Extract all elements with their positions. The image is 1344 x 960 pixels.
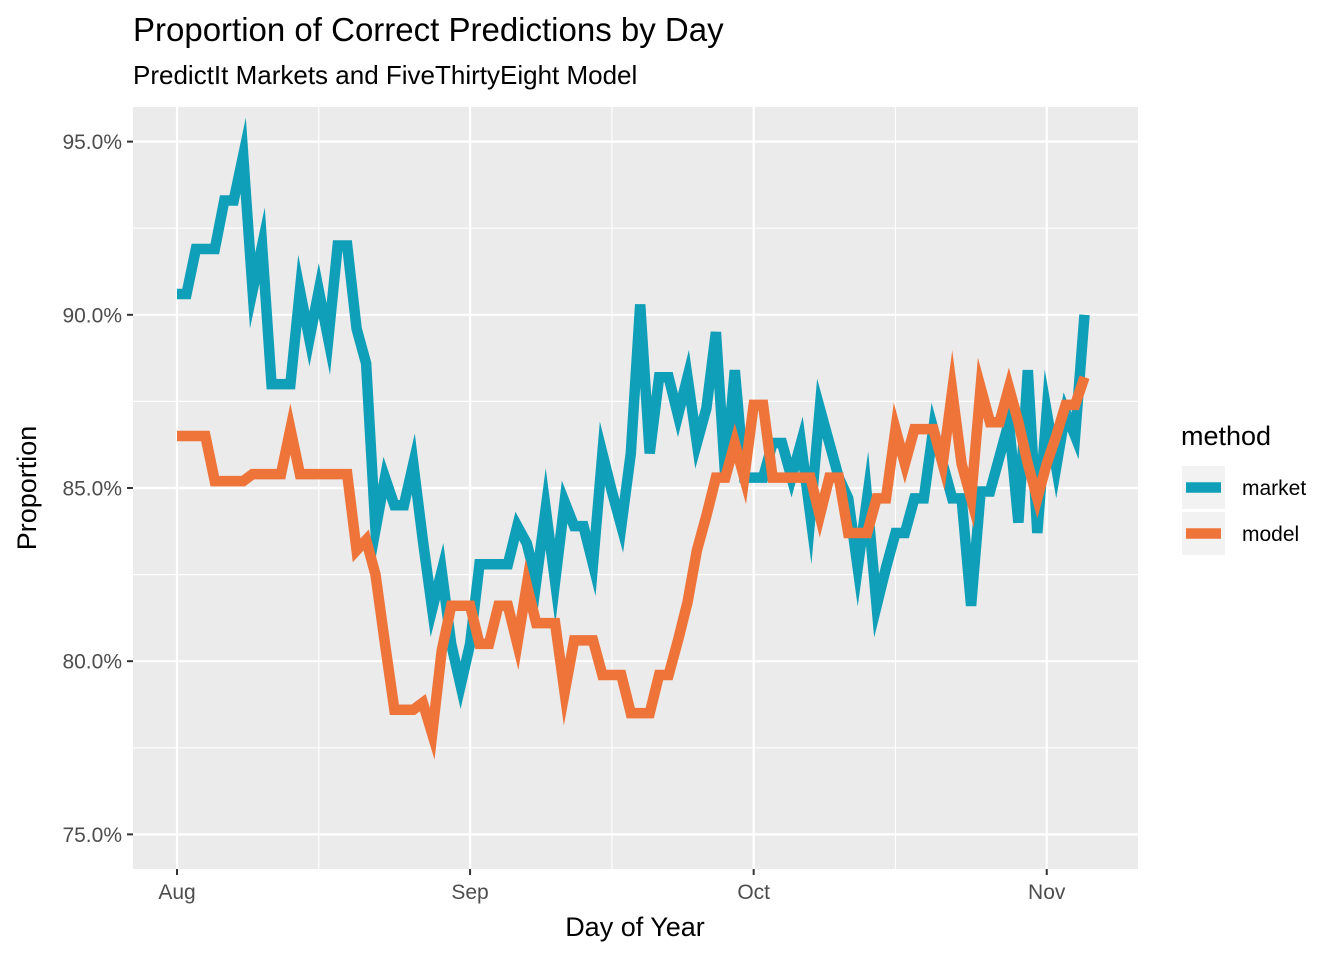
series-line-model <box>177 350 1090 760</box>
y-tick-label: 75.0% <box>62 824 122 847</box>
y-tick-label: 90.0% <box>62 304 122 327</box>
y-tick-label: 95.0% <box>62 131 122 154</box>
x-tick-label: Sep <box>451 881 488 904</box>
legend-title: method <box>1181 421 1271 451</box>
y-tick-label: 80.0% <box>62 651 122 674</box>
x-tick-label: Nov <box>1028 881 1066 904</box>
y-axis: 75.0% 80.0% 85.0% 90.0% 95.0% <box>62 131 133 847</box>
legend-label-model: model <box>1242 523 1299 546</box>
x-tick-label: Oct <box>737 881 770 904</box>
legend-items: market model <box>1182 466 1306 555</box>
x-tick-label: Aug <box>158 881 195 904</box>
y-axis-title: Proportion <box>12 426 42 551</box>
legend-label-market: market <box>1242 477 1306 500</box>
y-tick-label: 85.0% <box>62 478 122 501</box>
x-axis-title: Day of Year <box>565 912 705 942</box>
x-axis: Aug Sep Oct Nov <box>158 869 1066 904</box>
chart-title: Proportion of Correct Predictions by Day <box>133 11 724 48</box>
chart-subtitle: PredictIt Markets and FiveThirtyEight Mo… <box>133 60 637 90</box>
legend: method market model <box>1181 421 1306 555</box>
series-lines <box>177 117 1090 760</box>
